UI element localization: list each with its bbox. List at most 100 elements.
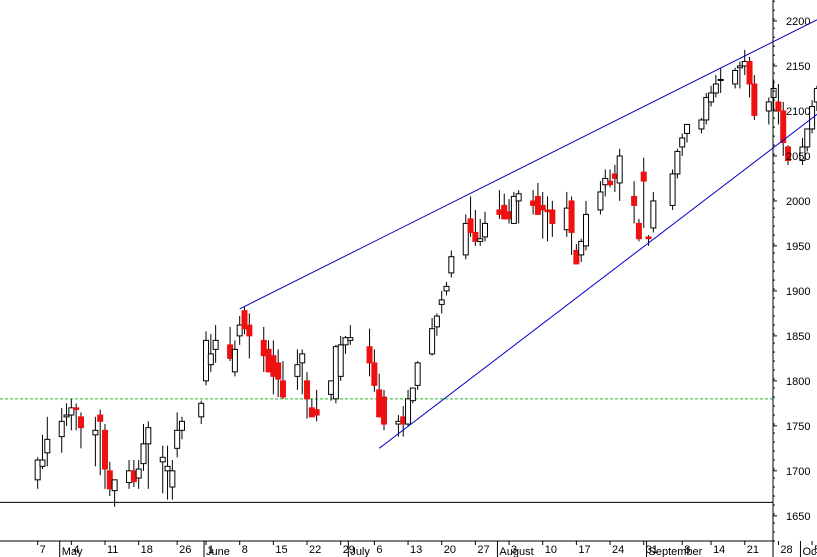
candle bbox=[68, 398, 75, 431]
candle bbox=[804, 128, 811, 152]
candles bbox=[34, 49, 817, 507]
candle-body-down bbox=[73, 407, 80, 411]
candle bbox=[159, 445, 166, 494]
candle-body-down bbox=[376, 389, 383, 418]
candle-body-up bbox=[741, 60, 748, 67]
candle-body-up bbox=[140, 443, 147, 465]
candle bbox=[732, 67, 739, 89]
candle-body-down bbox=[568, 200, 575, 233]
candle bbox=[174, 412, 181, 458]
x-day-label: 31 bbox=[646, 544, 658, 556]
y-tick-label: 2100 bbox=[786, 106, 810, 118]
candle-body-down bbox=[97, 414, 104, 422]
candle-body-down bbox=[611, 173, 618, 179]
candle bbox=[549, 200, 556, 237]
candle-body-up bbox=[448, 256, 455, 274]
candle-body-down bbox=[530, 200, 537, 206]
candle bbox=[607, 169, 614, 188]
candle-body-up bbox=[342, 337, 349, 346]
candle-body-up bbox=[765, 101, 772, 112]
candle-body-up bbox=[409, 387, 416, 402]
candle-body-up bbox=[111, 479, 118, 492]
candle bbox=[717, 67, 724, 93]
candle bbox=[438, 290, 445, 314]
candle-body-up bbox=[178, 420, 185, 431]
candle-body-up bbox=[169, 470, 176, 488]
candle-body-down bbox=[607, 180, 614, 186]
candle-body-down bbox=[246, 324, 253, 337]
candle bbox=[145, 421, 152, 489]
candle bbox=[347, 325, 354, 345]
candle-body-down bbox=[506, 211, 513, 220]
trendlines bbox=[239, 19, 817, 449]
candle-body-down bbox=[371, 362, 378, 386]
candle-body-up bbox=[578, 240, 585, 256]
candle bbox=[63, 403, 70, 426]
candle bbox=[39, 434, 46, 470]
candle bbox=[573, 244, 580, 265]
candle bbox=[294, 349, 301, 390]
candle-body-down bbox=[780, 110, 787, 143]
y-tick-label: 1850 bbox=[786, 331, 810, 343]
x-day-label: 5 bbox=[814, 544, 817, 556]
candle-body-up bbox=[703, 96, 710, 121]
candle bbox=[568, 196, 575, 255]
candle bbox=[539, 191, 546, 239]
candle-body-up bbox=[583, 213, 590, 247]
candle-body-down bbox=[265, 348, 272, 373]
candle-body-up bbox=[236, 324, 243, 337]
x-month-label: September bbox=[649, 546, 703, 557]
candle-body-up bbox=[68, 407, 75, 416]
candle-body-down bbox=[313, 409, 320, 416]
candle bbox=[448, 250, 455, 278]
candle bbox=[650, 191, 657, 233]
candle bbox=[198, 400, 205, 425]
x-day-label: 17 bbox=[578, 544, 590, 556]
candle-body-down bbox=[645, 236, 652, 240]
candle-body-up bbox=[433, 315, 440, 328]
candle bbox=[102, 424, 109, 489]
candle-body-up bbox=[34, 459, 41, 481]
x-day-label: 29 bbox=[343, 544, 355, 556]
candle-body-up bbox=[337, 344, 344, 377]
candle-body-down bbox=[785, 146, 792, 161]
candle-body-down bbox=[106, 470, 113, 490]
candle bbox=[443, 281, 450, 296]
candle-body-up bbox=[438, 299, 445, 305]
candle bbox=[236, 316, 243, 345]
candle-body-up bbox=[732, 69, 739, 85]
candle bbox=[380, 389, 387, 431]
candle bbox=[169, 460, 176, 500]
candle bbox=[583, 200, 590, 251]
candle bbox=[736, 61, 743, 89]
y-tick-label: 2050 bbox=[786, 151, 810, 163]
candle-body-down bbox=[77, 416, 84, 429]
candle-body-up bbox=[597, 191, 604, 211]
candle bbox=[207, 334, 214, 372]
candle bbox=[674, 148, 681, 179]
candle bbox=[135, 460, 142, 489]
candle bbox=[337, 335, 344, 381]
candle-body-up bbox=[207, 353, 214, 366]
candle bbox=[467, 196, 474, 237]
candle-body-down bbox=[270, 355, 277, 377]
candle-body-down bbox=[534, 195, 541, 215]
candle bbox=[58, 407, 65, 453]
candle bbox=[472, 209, 479, 246]
candle bbox=[231, 340, 238, 377]
candle bbox=[780, 101, 787, 156]
candle-body-down bbox=[366, 346, 373, 364]
candle-body-down bbox=[227, 344, 234, 359]
candle-body-up bbox=[674, 150, 681, 175]
candle-body-up bbox=[159, 456, 166, 463]
candle bbox=[34, 457, 41, 489]
candle bbox=[275, 349, 282, 398]
candle-body-up bbox=[602, 177, 609, 186]
candle-body-up bbox=[515, 193, 522, 202]
candle bbox=[366, 328, 373, 377]
candle-body-up bbox=[299, 353, 306, 364]
candle-body-up bbox=[231, 348, 238, 373]
candle bbox=[775, 83, 782, 125]
candle bbox=[703, 92, 710, 125]
